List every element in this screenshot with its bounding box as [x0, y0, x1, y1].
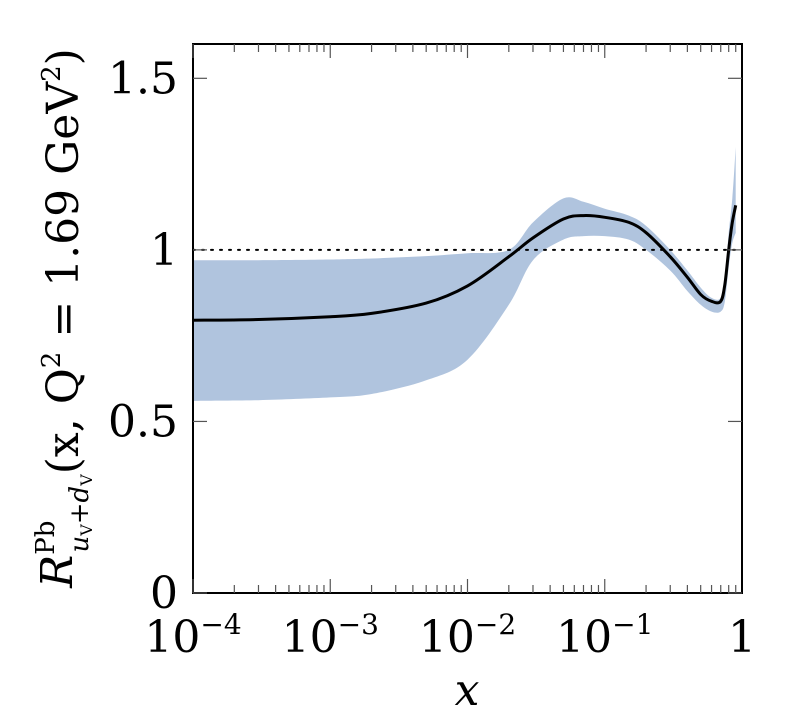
y-label-eq: = 1.69 GeV [38, 81, 89, 352]
x-tick-base: 1 [728, 612, 756, 663]
plot-area: 10−4 10−3 10−2 10−1 100.511.5 [108, 43, 756, 663]
y-label-sup: Pb [31, 521, 61, 555]
y-label-sub-v1: V [77, 524, 96, 537]
y-label-q-exp: 2 [37, 352, 67, 369]
y-tick-label: 0 [150, 568, 178, 619]
x-tick-base: 10 [282, 612, 338, 663]
x-tick-exponent: −4 [200, 608, 241, 641]
y-tick-label: 1.5 [108, 53, 178, 104]
y-label-sub-plus: +d [65, 486, 95, 524]
x-tick-label: 10−3 [282, 608, 379, 663]
y-label-close: ) [38, 48, 89, 65]
x-tick-base: 10 [419, 612, 475, 663]
x-tick-exponent: −1 [612, 608, 653, 641]
y-label-sub: u [65, 536, 95, 553]
y-label-gev-exp: 2 [37, 65, 67, 82]
y-label-args: (x, Q [38, 368, 89, 474]
x-axis-label: x [455, 665, 480, 716]
x-tick-base: 10 [144, 612, 200, 663]
x-tick-exponent: −3 [338, 608, 379, 641]
y-label-sub-v2: V [77, 474, 96, 487]
x-tick-label: 10−4 [144, 608, 241, 663]
y-tick-label: 1 [150, 225, 178, 276]
x-tick-label: 1 [728, 612, 756, 663]
central-curve [192, 205, 738, 322]
x-tick-label: 10−1 [556, 608, 653, 663]
x-tick-base: 10 [556, 612, 612, 663]
x-tick-label: 10−2 [419, 608, 516, 663]
y-tick-label: 0.5 [108, 396, 178, 447]
y-label-base: R [32, 555, 83, 589]
uncertainty-band [193, 146, 736, 401]
y-axis-label: RPb uV+dV(x, Q2 = 1.69 GeV2) [31, 48, 96, 589]
x-tick-exponent: −2 [475, 608, 516, 641]
